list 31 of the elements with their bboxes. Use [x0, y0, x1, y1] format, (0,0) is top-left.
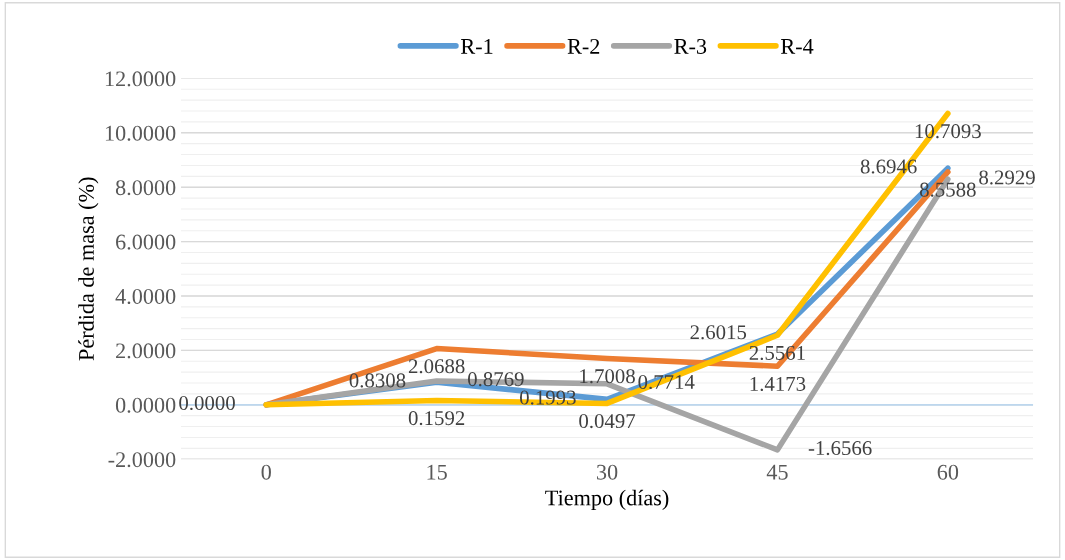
legend-label: R-4: [781, 39, 814, 54]
data-label: 1.4173: [750, 376, 806, 391]
y-tick-label: 10.0000: [105, 125, 176, 141]
data-label: 0.0000: [179, 395, 235, 411]
data-label: 0.8769: [468, 372, 524, 387]
data-label: 2.0688: [408, 359, 465, 374]
y-tick-label: -2.0000: [108, 452, 176, 468]
x-tick-label: 60: [937, 464, 959, 480]
y-tick-label: 0.0000: [115, 397, 176, 413]
y-axis-title: Pérdida de masa (%): [78, 177, 99, 361]
x-tick-label: 15: [427, 464, 447, 480]
y-tick-label: 6.0000: [116, 234, 176, 250]
legend-label: R-2: [567, 38, 600, 54]
y-tick-label: 12.0000: [105, 71, 176, 87]
data-label: 1.7008: [580, 369, 635, 384]
y-tick-label: 2.0000: [116, 343, 176, 359]
x-tick-label: 45: [766, 464, 788, 480]
data-label: 8.2929: [979, 170, 1035, 185]
data-label: 0.1993: [520, 390, 576, 405]
x-axis-title: Tiempo (días): [545, 489, 669, 510]
data-label: 0.8308: [349, 373, 406, 388]
x-tick-label: 0: [261, 464, 271, 480]
y-tick-label: 8.0000: [115, 180, 176, 196]
legend-label: R-3: [674, 38, 707, 54]
data-label: 0.1592: [408, 411, 465, 426]
data-label: 0.0497: [579, 414, 636, 429]
legend-label: R-1: [461, 39, 493, 54]
data-label: -1.6566: [808, 441, 872, 456]
x-tick-label: 30: [597, 464, 618, 480]
data-label: 2.6015: [690, 325, 747, 340]
y-tick-label: 4.0000: [115, 288, 176, 305]
